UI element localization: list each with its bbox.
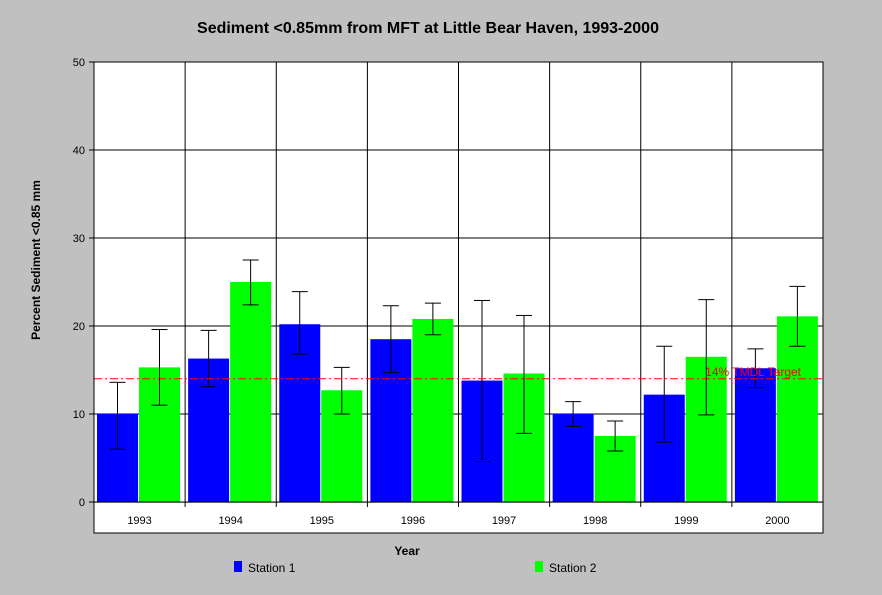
error-bar [382, 305, 399, 374]
plot-area: 0 10 20 30 40 50 14% TMDL Target 1993 1994 1995 19… [73, 57, 824, 534]
y-tick-label: 30 [73, 233, 85, 245]
y-tick-label: 50 [73, 57, 85, 69]
x-tick-label: 2000 [765, 515, 789, 527]
error-bar [109, 381, 126, 450]
error-bar [333, 366, 350, 415]
legend-label: Station 2 [549, 561, 597, 575]
error-bar [242, 259, 259, 306]
error-bar [747, 348, 764, 389]
bar-station-1 [552, 414, 594, 502]
bar-station-2 [230, 282, 272, 502]
y-tick-label: 20 [73, 321, 85, 333]
error-bar [656, 345, 673, 443]
y-tick-label: 40 [73, 145, 85, 157]
reference-line-label: 14% TMDL Target [705, 365, 801, 379]
x-tick-label: 1993 [127, 515, 151, 527]
x-axis-label: Year [394, 544, 420, 558]
legend-swatch [535, 561, 543, 572]
error-bar [698, 299, 715, 416]
bar-station-1 [734, 368, 776, 502]
error-bar [474, 299, 490, 463]
bar-station-2 [776, 316, 818, 502]
x-tick-label: 1998 [583, 515, 607, 527]
error-bar [565, 401, 582, 427]
x-tick-label: 1999 [674, 515, 698, 527]
x-tick-label: 1996 [401, 515, 425, 527]
legend-label: Station 1 [248, 561, 296, 575]
error-bar [516, 314, 532, 434]
bar-station-2 [412, 318, 454, 502]
x-tick-label: 1997 [492, 515, 516, 527]
error-bar [607, 420, 624, 452]
legend-swatch [234, 561, 242, 572]
y-tick-label: 0 [79, 497, 85, 509]
error-bar [151, 329, 168, 406]
error-bar [200, 329, 217, 388]
x-axis-box [93, 501, 824, 534]
chart-title: Sediment <0.85mm from MFT at Little Bear… [197, 20, 659, 37]
legend: Station 1 Station 2 [234, 561, 597, 575]
x-axis-strip [94, 503, 823, 533]
y-tick-label: 10 [73, 409, 85, 421]
error-bar [291, 291, 308, 355]
x-tick-label: 1994 [218, 515, 242, 527]
y-axis-label: Percent Sediment <0.85 mm [29, 180, 43, 340]
error-bar [424, 302, 441, 336]
error-bar [789, 285, 806, 347]
x-tick-label: 1995 [310, 515, 334, 527]
